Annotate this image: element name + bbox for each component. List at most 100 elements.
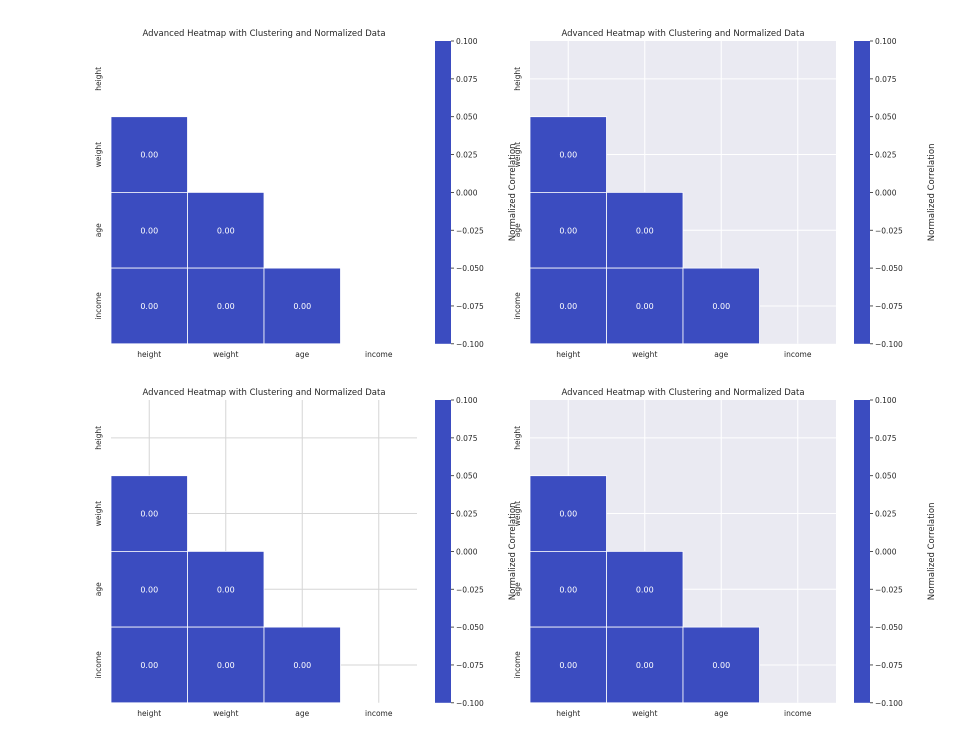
cell-value-label: 0.00 (712, 302, 730, 311)
colorbar-tick-label: −0.075 (875, 302, 903, 311)
heatmap-cells: 0.00 0.00 0.00 0.00 0.00 0.00 (529, 116, 760, 345)
x-tick-label-height: height (556, 709, 580, 718)
heatmap-cell-income-weight (606, 626, 684, 704)
cell-value-label: 0.00 (217, 661, 235, 670)
heatmap-cell-income-age (682, 626, 760, 704)
heatmap-cell-income-age (682, 267, 760, 345)
cell-value-label: 0.00 (217, 302, 235, 311)
colorbar-tick-label: 0.050 (456, 472, 478, 481)
heatmap-panel-3: 0.00 0.00 0.00 0.00 0.00 0.00 Advanced Heatmap… (94, 388, 518, 718)
colorbar-fill (854, 400, 870, 703)
y-tick-label-income: income (513, 651, 522, 679)
colorbar-tick-label: −0.025 (456, 226, 484, 235)
colorbar-tick-label: 0.100 (456, 396, 478, 405)
heatmap-cell-income-height (110, 626, 188, 704)
chart-title: Advanced Heatmap with Clustering and Nor… (561, 388, 804, 398)
colorbar-tick-label: 0.075 (875, 75, 897, 84)
cell-value-label: 0.00 (636, 226, 654, 235)
colorbar-tick-label: 0.025 (456, 151, 478, 160)
heatmap-cell-income-age (263, 626, 341, 704)
colorbar-tick-label: 0.075 (875, 434, 897, 443)
colorbar-tick-label: −0.050 (456, 264, 484, 273)
colorbar-tick-label: −0.100 (456, 699, 484, 708)
chart-title: Advanced Heatmap with Clustering and Nor… (561, 29, 804, 39)
y-tick-label-age: age (513, 582, 522, 596)
colorbar-label: Normalized Correlation (508, 503, 518, 601)
x-tick-label-height: height (137, 350, 161, 359)
colorbar-tick-label: −0.075 (456, 661, 484, 670)
heatmap-cell-weight-height (110, 475, 188, 552)
y-tick-label-height: height (513, 67, 522, 91)
colorbar-label: Normalized Correlation (927, 503, 937, 601)
colorbar-tick-label: 0.050 (875, 472, 897, 481)
x-tick-label-income: income (365, 709, 393, 718)
cell-value-label: 0.00 (636, 302, 654, 311)
colorbar-tick-label: 0.050 (456, 113, 478, 122)
y-tick-label-height: height (94, 426, 103, 450)
colorbar: 0.100 0.075 0.050 0.025 0.000 −0.025 −0.050 −0.… (854, 37, 937, 349)
colorbar-tick-label: −0.075 (875, 661, 903, 670)
x-tick-label-height: height (556, 350, 580, 359)
cell-value-label: 0.00 (636, 661, 654, 670)
colorbar-tick-label: 0.025 (875, 151, 897, 160)
y-tick-label-income: income (513, 292, 522, 320)
colorbar-fill (854, 41, 870, 344)
colorbar-tick-label: −0.100 (875, 699, 903, 708)
x-tick-label-age: age (714, 709, 728, 718)
colorbar-label: Normalized Correlation (927, 144, 937, 242)
colorbar-tick-label: 0.025 (875, 510, 897, 519)
x-tick-label-weight: weight (213, 709, 238, 718)
heatmap-cells: 0.00 0.00 0.00 0.00 0.00 0.00 (529, 475, 760, 704)
colorbar-tick-label: 0.000 (875, 188, 897, 197)
cell-value-label: 0.00 (559, 226, 577, 235)
colorbar-tick-label: 0.000 (875, 547, 897, 556)
heatmap-cell-income-height (110, 267, 188, 345)
colorbar-tick-label: 0.050 (875, 113, 897, 122)
y-tick-label-age: age (94, 223, 103, 237)
cell-value-label: 0.00 (217, 226, 235, 235)
heatmap-cell-age-weight (187, 191, 265, 269)
heatmap-cell-age-weight (187, 551, 265, 628)
cell-value-label: 0.00 (293, 302, 311, 311)
y-tick-label-age: age (94, 582, 103, 596)
y-tick-label-weight: weight (94, 142, 103, 167)
chart-title: Advanced Heatmap with Clustering and Nor… (142, 29, 385, 39)
heatmap-cell-income-height (529, 267, 607, 345)
colorbar-tick-label: −0.050 (875, 264, 903, 273)
colorbar-tick-label: 0.075 (456, 434, 478, 443)
cell-value-label: 0.00 (559, 151, 577, 160)
heatmap-panel-2: 0.00 0.00 0.00 0.00 0.00 0.00 Advanced Heatmap… (513, 29, 937, 359)
chart-title: Advanced Heatmap with Clustering and Nor… (142, 388, 385, 398)
heatmap-panel-1: 0.00 0.00 0.00 0.00 0.00 0.00 Advanced Heatmap… (94, 29, 518, 359)
heatmap-panel-4: 0.00 0.00 0.00 0.00 0.00 0.00 Advanced Heatmap… (513, 388, 937, 718)
y-tick-label-height: height (513, 426, 522, 450)
colorbar: 0.100 0.075 0.050 0.025 0.000 −0.025 −0.050 −0.… (854, 396, 937, 708)
heatmap-cells: 0.00 0.00 0.00 0.00 0.00 0.00 (110, 116, 341, 345)
colorbar-label: Normalized Correlation (508, 144, 518, 242)
heatmap-cell-income-weight (187, 267, 265, 345)
heatmap-cell-weight-height (529, 475, 607, 552)
colorbar-tick-label: 0.100 (456, 37, 478, 46)
colorbar-tick-label: 0.000 (456, 188, 478, 197)
heatmap-cell-income-weight (606, 267, 684, 345)
heatmap-cell-age-height (110, 191, 188, 269)
colorbar-tick-label: −0.100 (456, 340, 484, 349)
y-tick-label-age: age (513, 223, 522, 237)
colorbar-tick-label: −0.025 (456, 585, 484, 594)
x-tick-label-weight: weight (213, 350, 238, 359)
heatmap-cells: 0.00 0.00 0.00 0.00 0.00 0.00 (110, 475, 341, 704)
x-tick-label-age: age (295, 709, 309, 718)
x-tick-label-income: income (784, 709, 812, 718)
heatmap-cell-income-age (263, 267, 341, 345)
y-tick-label-weight: weight (513, 501, 522, 526)
colorbar: 0.100 0.075 0.050 0.025 0.000 −0.025 −0.050 −0.… (435, 396, 518, 708)
y-tick-label-weight: weight (513, 142, 522, 167)
colorbar-tick-label: −0.050 (456, 623, 484, 632)
colorbar-tick-label: −0.025 (875, 226, 903, 235)
x-tick-label-weight: weight (632, 350, 657, 359)
colorbar-tick-label: −0.075 (456, 302, 484, 311)
cell-value-label: 0.00 (712, 661, 730, 670)
colorbar-tick-label: 0.100 (875, 37, 897, 46)
cell-value-label: 0.00 (559, 510, 577, 519)
